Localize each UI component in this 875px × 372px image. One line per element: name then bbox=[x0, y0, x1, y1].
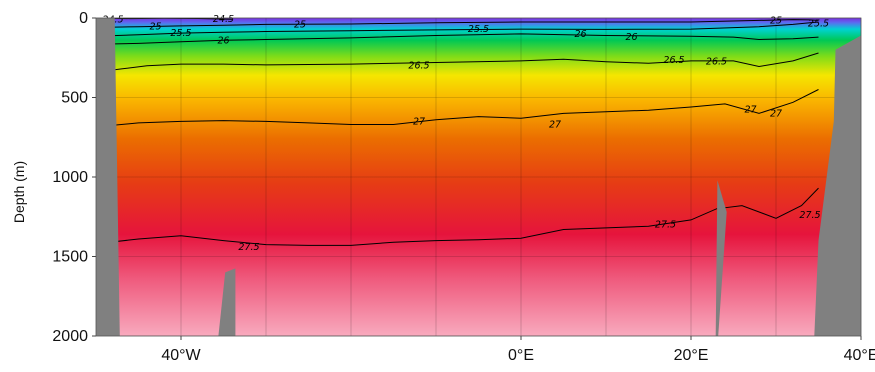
contour-label: 27.5 bbox=[655, 220, 676, 231]
contour-label: 25.5 bbox=[808, 19, 829, 30]
x-axis: 40°W 0°E 20°E 40°E bbox=[161, 336, 875, 364]
bathymetry-mask bbox=[96, 18, 861, 336]
contour-label: 27 bbox=[413, 116, 425, 127]
bathymetry-polygon bbox=[218, 268, 236, 336]
isopycnal-27 bbox=[96, 89, 819, 128]
y-axis: 0 500 1000 1500 2000 bbox=[52, 10, 96, 345]
isopycnal-26 bbox=[96, 33, 819, 45]
contour-label: 25.5 bbox=[468, 24, 489, 35]
plot-area bbox=[96, 18, 861, 336]
contour-label: 25 bbox=[149, 22, 161, 33]
y-tick-label: 0 bbox=[79, 10, 88, 27]
contour-label: 25 bbox=[294, 19, 306, 30]
contour-label: 25 bbox=[770, 15, 782, 26]
contour-label: 27.5 bbox=[799, 210, 820, 221]
bathymetry-polygon bbox=[96, 18, 120, 336]
contour-label: 27 bbox=[549, 120, 561, 131]
isopycnal-27-5 bbox=[96, 187, 819, 246]
contour-label: 26 bbox=[574, 29, 586, 40]
y-tick-label: 500 bbox=[61, 90, 88, 107]
contour-label: 26.5 bbox=[706, 57, 727, 68]
y-tick-label: 1000 bbox=[52, 169, 88, 186]
bathymetry-polygon bbox=[712, 180, 727, 336]
isopycnal-26-5 bbox=[96, 52, 819, 73]
contour-label: 26 bbox=[625, 32, 637, 43]
y-axis-title: Depth (m) bbox=[11, 161, 27, 223]
contour-label: 26.5 bbox=[408, 61, 429, 72]
x-tick-label: 20°E bbox=[674, 347, 709, 364]
contour-label: 25.5 bbox=[170, 28, 191, 39]
contour-label: 27 bbox=[744, 104, 756, 115]
x-tick-label: 0°E bbox=[508, 347, 534, 364]
isopycnal-25 bbox=[96, 19, 819, 28]
contour-label: 26 bbox=[217, 35, 229, 46]
contour-label: 24.5 bbox=[213, 14, 234, 25]
x-tick-label: 40°E bbox=[844, 347, 875, 364]
y-tick-label: 2000 bbox=[52, 328, 88, 345]
x-tick-label: 40°W bbox=[161, 347, 201, 364]
contour-label: 27.5 bbox=[238, 242, 259, 253]
contour-label: 27 bbox=[770, 108, 782, 119]
isopycnal-25-5 bbox=[96, 21, 819, 37]
contour-label: 26.5 bbox=[663, 55, 684, 66]
bathymetry-polygon bbox=[814, 18, 861, 336]
y-tick-label: 1500 bbox=[52, 249, 88, 266]
